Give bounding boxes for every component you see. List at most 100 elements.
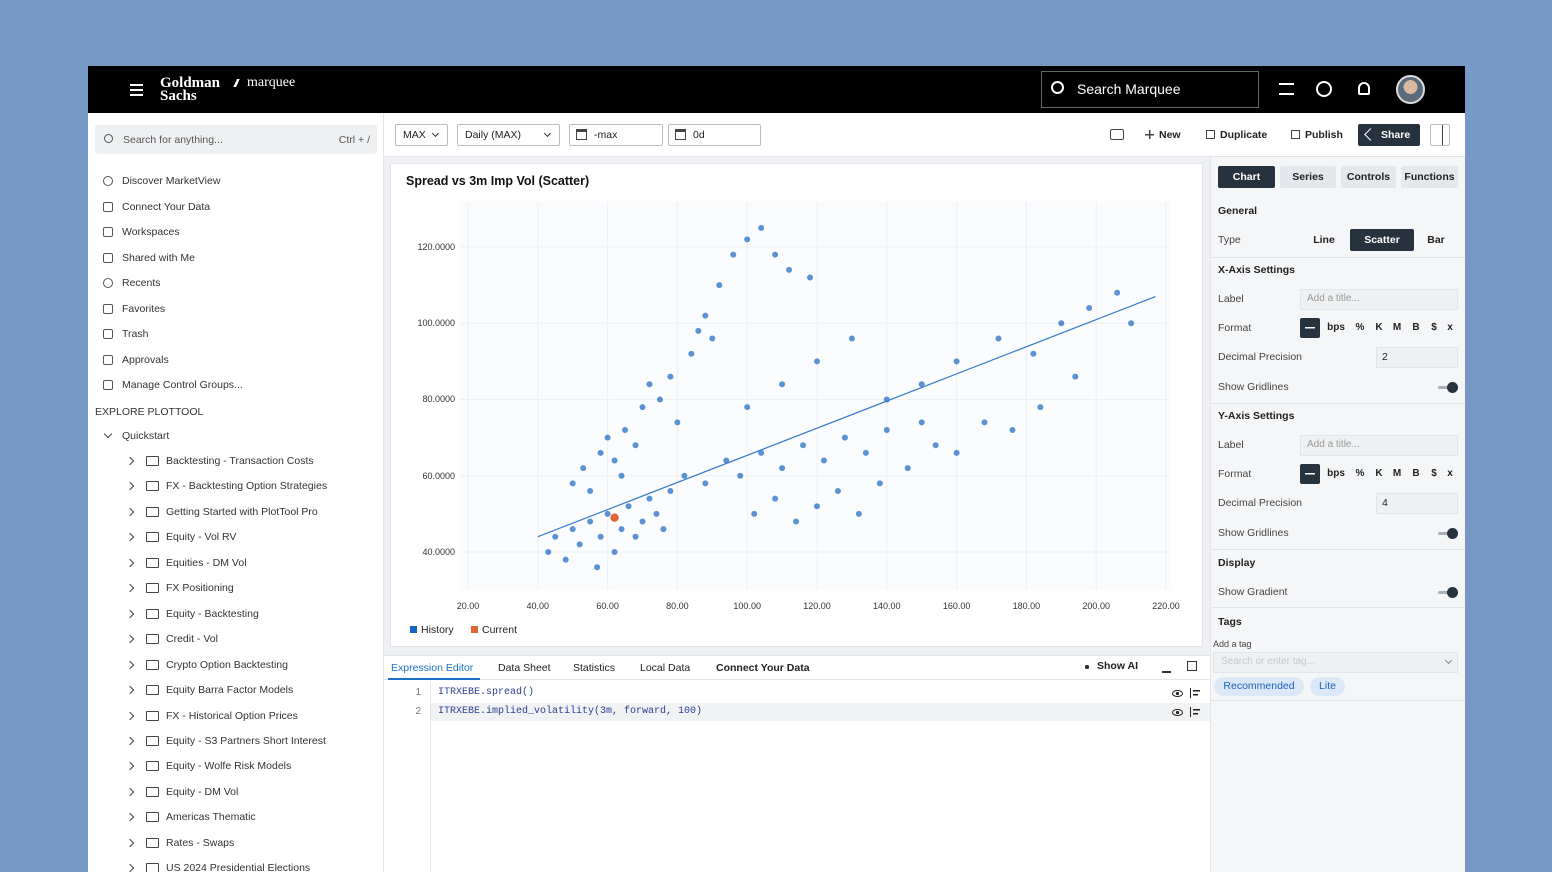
nav-item[interactable]: Connect Your Data xyxy=(122,200,211,213)
folder-icon xyxy=(146,506,159,517)
date-input[interactable] xyxy=(668,124,761,146)
share-button[interactable] xyxy=(1358,124,1420,146)
action-button[interactable]: Duplicate xyxy=(1220,129,1268,141)
format-option[interactable]: M xyxy=(1392,322,1402,333)
code-line[interactable]: ITRXEBE.spread() xyxy=(438,687,535,698)
visibility-icon[interactable] xyxy=(1172,708,1183,716)
folder-item[interactable]: FX Positioning xyxy=(166,582,234,595)
format-option[interactable]: K xyxy=(1375,468,1383,479)
tag-chip[interactable] xyxy=(1214,677,1304,696)
settings-tab[interactable] xyxy=(1218,166,1275,188)
format-option[interactable]: K xyxy=(1375,322,1383,333)
nav-item[interactable]: Discover MarketView xyxy=(122,175,221,187)
dropdown[interactable] xyxy=(395,124,448,146)
nav-item[interactable]: Shared with Me xyxy=(122,251,195,264)
format-option[interactable]: bps xyxy=(1327,322,1345,333)
sidebar-search[interactable] xyxy=(95,125,377,154)
format-none[interactable] xyxy=(1300,318,1320,338)
scatter-point xyxy=(702,480,709,487)
axis-icon[interactable] xyxy=(1190,706,1200,717)
folder-item[interactable]: US 2024 Presidential Elections xyxy=(166,862,311,872)
type-option[interactable]: Bar xyxy=(1427,234,1445,246)
nav-item[interactable]: Approvals xyxy=(122,353,169,366)
format-option[interactable]: bps xyxy=(1327,468,1345,479)
editor-tab[interactable]: Data Sheet xyxy=(498,662,551,674)
folder-item[interactable]: Credit - Vol xyxy=(166,633,218,646)
format-option[interactable]: $ xyxy=(1431,322,1437,333)
folder-item[interactable]: Equities - DM Vol xyxy=(166,556,247,569)
nav-item[interactable]: Recents xyxy=(122,277,161,289)
type-option[interactable]: Line xyxy=(1313,234,1335,246)
menu-icon-bar[interactable] xyxy=(130,84,143,86)
action-button[interactable]: New xyxy=(1159,129,1181,141)
settings-tab[interactable] xyxy=(1401,166,1458,188)
format-option[interactable]: B xyxy=(1412,468,1420,479)
folder-item[interactable]: Equity - Backtesting xyxy=(166,607,259,620)
nav-item[interactable]: Favorites xyxy=(122,302,166,315)
folder-item[interactable]: Equity - Vol RV xyxy=(166,531,237,544)
settings-tab[interactable] xyxy=(1341,166,1396,188)
folder-icon xyxy=(146,583,159,594)
nav-item[interactable]: Trash xyxy=(122,328,149,340)
tag-input[interactable] xyxy=(1213,652,1458,673)
code-line[interactable]: ITRXEBE.implied_volatility(3m, forward, … xyxy=(438,705,703,717)
global-search-text[interactable]: Search Marquee xyxy=(1077,81,1181,97)
menu-icon-bar[interactable] xyxy=(130,89,143,91)
bell-icon[interactable] xyxy=(1358,82,1370,95)
folder-item[interactable]: Crypto Option Backtesting xyxy=(166,658,288,671)
editor-tab[interactable]: Connect Your Data xyxy=(716,662,810,674)
nav-item[interactable]: Workspaces xyxy=(122,226,180,238)
chevron[interactable]: Quickstart xyxy=(122,430,170,442)
folder-item[interactable]: Equity - S3 Partners Short Interest xyxy=(166,734,326,747)
date-input[interactable] xyxy=(569,124,663,146)
settings-tab-text: Series xyxy=(1292,171,1324,183)
folder-item[interactable]: Backtesting - Transaction Costs xyxy=(166,455,314,467)
folder-icon xyxy=(146,761,159,772)
format-option[interactable]: x xyxy=(1447,322,1453,333)
camera-icon[interactable] xyxy=(1110,129,1124,140)
type-selected[interactable] xyxy=(1350,229,1414,251)
format-option[interactable]: M xyxy=(1392,468,1402,479)
folder-item[interactable]: Equity - Wolfe Risk Models xyxy=(166,760,292,773)
nav-item[interactable]: Manage Control Groups... xyxy=(122,379,243,391)
folder-item[interactable]: Rates - Swaps xyxy=(166,836,235,849)
avatar[interactable] xyxy=(1396,75,1425,104)
action-button[interactable]: Publish xyxy=(1305,129,1343,141)
format-option[interactable]: % xyxy=(1355,468,1365,479)
tag-chip[interactable] xyxy=(1310,677,1345,696)
format-option[interactable]: % xyxy=(1355,322,1365,333)
folder-item[interactable]: Equity Barra Factor Models xyxy=(166,684,294,697)
menu-icon-bar[interactable] xyxy=(130,94,143,96)
scatter-point xyxy=(695,327,702,334)
folder-item[interactable]: FX - Historical Option Prices xyxy=(166,709,298,722)
help-icon[interactable] xyxy=(1316,81,1332,97)
scatter-point xyxy=(604,434,611,441)
editor-tab[interactable]: Statistics xyxy=(573,662,616,674)
sort-icon[interactable] xyxy=(1279,83,1294,95)
minimize-icon[interactable] xyxy=(1162,671,1171,673)
folder-item[interactable]: Getting Started with PlotTool Pro xyxy=(166,505,318,518)
show-ai[interactable]: Show AI xyxy=(1097,660,1139,672)
format-option[interactable]: x xyxy=(1447,468,1453,479)
editor-tab[interactable]: Local Data xyxy=(640,662,691,674)
number-input[interactable] xyxy=(1376,347,1458,368)
global-search[interactable] xyxy=(1041,71,1259,108)
axis-icon[interactable] xyxy=(1190,688,1200,698)
text-input[interactable] xyxy=(1300,435,1458,456)
dropdown[interactable] xyxy=(457,124,560,146)
folder-item[interactable]: Americas Thematic xyxy=(166,811,256,824)
editor-tab[interactable]: Expression Editor xyxy=(391,662,474,674)
logo-top: Goldman xyxy=(160,75,221,91)
folder-item[interactable]: FX - Backtesting Option Strategies xyxy=(166,480,328,493)
toggle-knob xyxy=(1447,382,1458,393)
maximize-icon[interactable] xyxy=(1187,661,1197,671)
format-none[interactable] xyxy=(1300,464,1320,484)
format-option[interactable]: $ xyxy=(1431,468,1437,479)
format-option[interactable]: B xyxy=(1412,322,1420,333)
number-input[interactable] xyxy=(1376,493,1458,514)
settings-tab[interactable] xyxy=(1280,166,1336,188)
panel-toggle[interactable] xyxy=(1430,124,1450,146)
folder-item[interactable]: Equity - DM Vol xyxy=(166,785,239,798)
text-input[interactable] xyxy=(1300,289,1458,310)
visibility-icon[interactable] xyxy=(1172,690,1183,697)
